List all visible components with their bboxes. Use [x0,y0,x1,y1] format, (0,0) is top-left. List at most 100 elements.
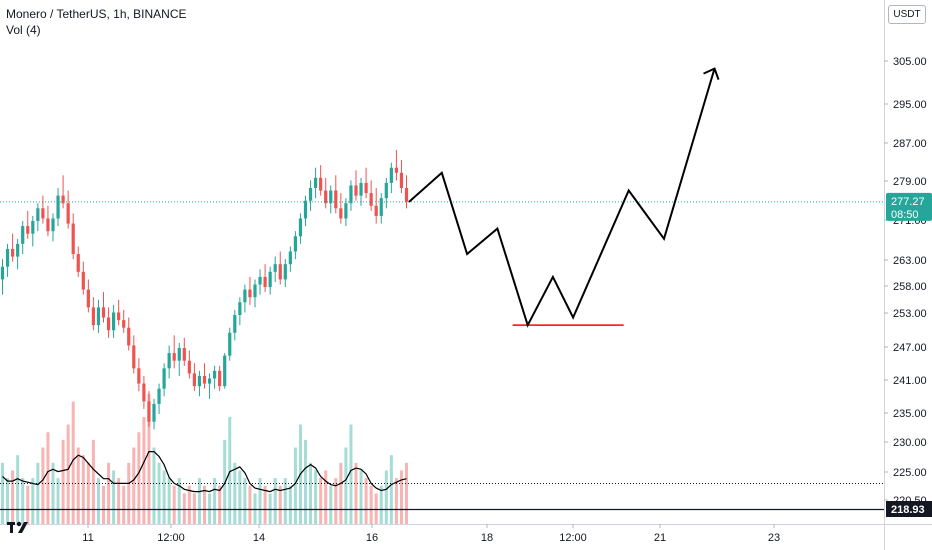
candle-body [379,198,383,216]
candle [96,299,101,333]
candle [167,345,171,379]
volume-bar [172,485,176,524]
currency-button[interactable]: USDT [888,5,926,24]
candle-body [61,195,65,204]
candle-body [359,182,363,196]
candle [273,256,277,282]
candle-body [31,221,35,234]
candle-body [36,208,40,222]
candle-body [278,264,282,280]
time-tick-label: 16 [366,532,378,544]
candle [263,264,267,293]
candle [101,292,106,323]
volume-bar [394,478,398,524]
candle-body [334,190,338,209]
volume-bar [36,462,40,524]
volume-bar [91,439,95,524]
candle [91,297,95,331]
projection-path[interactable] [408,68,716,328]
candle [233,309,237,341]
volume-bar [253,493,257,524]
candle-body [76,254,80,272]
candle-body [339,208,343,219]
volume-bar [359,470,363,524]
volume-bar [56,478,60,524]
candle-body [233,315,237,333]
candle [172,335,176,369]
bar-countdown: 08:50 [891,209,919,221]
candle [117,299,121,326]
candle [298,213,303,244]
price-tick-label: 305.00 [893,56,927,68]
volume-bar [1,462,4,524]
volume-bar [309,462,313,524]
volume-bar [329,485,333,524]
candle-body [218,370,222,387]
volume-bar [147,394,151,524]
candle-body [293,236,297,252]
tradingview-logo-icon[interactable] [6,518,34,538]
candle-body [11,248,15,257]
candle [0,259,5,295]
candle-body [132,345,136,369]
volume-bar [344,447,348,524]
candle-body [182,348,186,361]
candle [374,188,378,224]
candle [339,193,343,224]
volume-bar [369,485,373,524]
candle-body [172,353,176,361]
candle [207,373,212,399]
volume-bar [31,478,35,524]
volume-bar [192,493,196,524]
candle-body [41,208,45,219]
candle-body [308,188,313,201]
volume-ma-line [2,451,407,493]
candle [142,375,146,409]
candle-body [112,312,116,331]
candle [137,358,141,392]
candle-body [192,373,196,387]
candle [268,266,272,295]
candle-body [283,264,287,280]
volume-bar [197,478,201,524]
candle-body [298,218,303,237]
candle-body [46,218,50,232]
candle-body [167,353,171,369]
candle [223,353,227,389]
time-tick-label: 21 [654,532,666,544]
candle [334,175,338,214]
price-tick-label: 258.00 [893,281,927,293]
candle-body [324,190,328,204]
candle [243,284,247,313]
volume-bar [248,485,252,524]
volume-bar [46,432,50,524]
candle [344,198,348,227]
candle [369,180,373,211]
volume-indicator-label[interactable]: Vol (4) [6,23,41,37]
candle-body [384,182,388,199]
candle-body [157,388,161,404]
volume-bar [152,447,156,524]
volume-bar [324,470,328,524]
volume-bar [107,462,111,524]
candle-body [162,368,166,389]
candle-body [369,193,373,206]
volume-bar [203,485,206,524]
volume-bar [319,478,323,524]
candle-body [101,307,106,318]
candle-body [223,355,227,387]
candle [5,243,10,277]
volume-bar [71,401,75,524]
candle [197,370,202,397]
candle [41,195,45,224]
candle [46,205,50,237]
volume-bar [157,462,161,524]
candle [127,317,131,351]
candle [132,335,136,374]
candle-body [56,195,60,219]
candle-body [187,360,191,374]
volume-bar [339,462,343,524]
